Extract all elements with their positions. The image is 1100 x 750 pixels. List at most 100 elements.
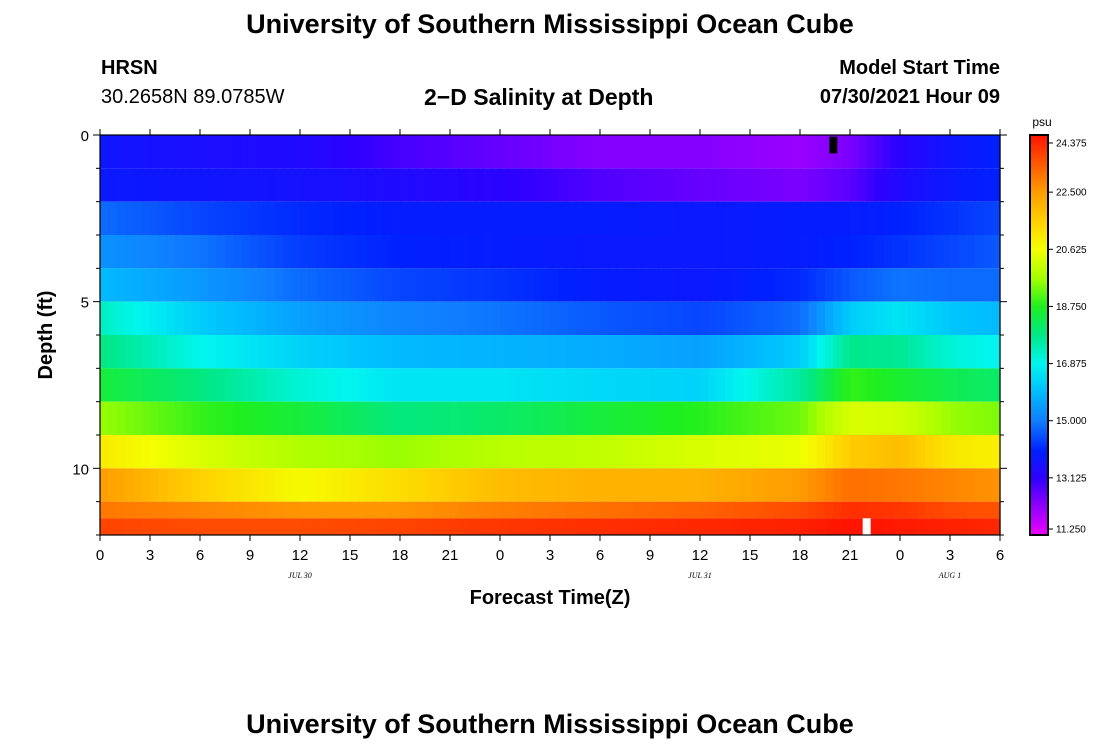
heatmap-cell xyxy=(100,335,109,369)
heatmap-cell xyxy=(266,301,276,335)
heatmap-cell xyxy=(658,435,668,469)
heatmap-cell xyxy=(200,335,209,369)
heatmap-cell xyxy=(575,201,584,235)
heatmap-cell xyxy=(291,501,301,519)
heatmap-cell xyxy=(508,201,518,235)
heatmap-cell xyxy=(500,335,509,369)
heatmap-cell xyxy=(141,468,151,502)
heatmap-cell xyxy=(241,168,251,202)
heatmap-cell xyxy=(391,335,401,369)
heatmap-cell xyxy=(550,435,559,469)
heatmap-cell xyxy=(583,401,593,435)
heatmap-cell xyxy=(908,401,918,435)
heatmap-cell xyxy=(508,468,518,502)
heatmap-cell xyxy=(983,201,993,235)
heatmap-cell xyxy=(266,435,276,469)
heatmap-cell xyxy=(775,435,784,469)
heatmap-cell xyxy=(975,135,984,169)
heatmap-cell xyxy=(308,501,318,519)
heatmap-cell xyxy=(758,401,768,435)
heatmap-cell xyxy=(750,268,759,302)
heatmap-cell xyxy=(558,135,568,169)
heatmap-cell xyxy=(341,468,351,502)
heatmap-cell xyxy=(525,135,534,169)
heatmap-cell xyxy=(325,201,334,235)
heatmap-cell xyxy=(216,401,226,435)
heatmap-cell xyxy=(416,235,426,269)
heatmap-cell xyxy=(541,301,551,335)
heatmap-cell xyxy=(800,268,809,302)
heatmap-cell xyxy=(858,501,868,519)
heatmap-cell xyxy=(975,468,984,502)
heatmap-cell xyxy=(441,135,451,169)
heatmap-cell xyxy=(350,501,359,519)
heatmap-cell xyxy=(141,135,151,169)
heatmap-cell xyxy=(983,368,993,402)
heatmap-cell xyxy=(941,201,951,235)
heatmap-cell xyxy=(158,335,168,369)
heatmap-cell xyxy=(400,435,409,469)
heatmap-cell xyxy=(775,518,784,535)
heatmap-cell xyxy=(475,135,484,169)
heatmap-cell xyxy=(875,235,884,269)
heatmap-cell xyxy=(208,135,218,169)
heatmap-cell xyxy=(266,518,276,535)
heatmap-cell xyxy=(958,168,968,202)
chart-subtitle: 2−D Salinity at Depth xyxy=(424,84,654,110)
heatmap-cell xyxy=(750,235,759,269)
heatmap-cell xyxy=(408,501,418,519)
heatmap-cell xyxy=(883,301,893,335)
heatmap-cell xyxy=(441,401,451,435)
heatmap-cell xyxy=(316,268,326,302)
heatmap-cell xyxy=(116,268,126,302)
heatmap-cell xyxy=(183,518,193,535)
heatmap-cell xyxy=(658,268,668,302)
heatmap-cell xyxy=(316,468,326,502)
heatmap-cell xyxy=(383,468,393,502)
heatmap-cell xyxy=(666,268,676,302)
heatmap-cell xyxy=(541,468,551,502)
y-tick-label: 10 xyxy=(72,461,89,478)
heatmap-cell xyxy=(425,168,434,202)
heatmap-cell xyxy=(608,468,618,502)
heatmap-cell xyxy=(758,368,768,402)
heatmap-cell xyxy=(550,401,559,435)
heatmap-cell xyxy=(791,518,801,535)
heatmap-cell xyxy=(766,201,776,235)
date-label: JUL 31 xyxy=(688,571,712,580)
heatmap-cell xyxy=(350,135,359,169)
heatmap-cell xyxy=(525,518,534,535)
heatmap-cell xyxy=(325,235,334,269)
heatmap-cell xyxy=(525,301,534,335)
heatmap-cell xyxy=(291,268,301,302)
heatmap-cell xyxy=(100,468,109,502)
heatmap-cell xyxy=(716,368,726,402)
heatmap-cell xyxy=(533,135,543,169)
heatmap-cell xyxy=(850,235,859,269)
heatmap-cell xyxy=(658,501,668,519)
heatmap-cell xyxy=(808,518,818,535)
heatmap-cell xyxy=(658,401,668,435)
heatmap-cell xyxy=(458,235,468,269)
heatmap-cell xyxy=(408,268,418,302)
heatmap-cell xyxy=(775,335,784,369)
heatmap-cell xyxy=(350,435,359,469)
heatmap-cell xyxy=(191,468,201,502)
heatmap-cell xyxy=(725,368,734,402)
heatmap-cell xyxy=(608,335,618,369)
heatmap-cell xyxy=(483,168,493,202)
heatmap-cell xyxy=(458,518,468,535)
heatmap-cell xyxy=(566,201,576,235)
colorbar-tick-label: 15.000 xyxy=(1056,416,1087,427)
heatmap-cell xyxy=(641,368,651,402)
heatmap-cell xyxy=(591,168,601,202)
heatmap-cell xyxy=(633,135,643,169)
heatmap-cell xyxy=(200,135,209,169)
x-tick-label: 6 xyxy=(596,547,604,564)
heatmap-cell xyxy=(400,468,409,502)
heatmap-cell xyxy=(391,235,401,269)
heatmap-cell xyxy=(241,435,251,469)
heatmap-cell xyxy=(516,501,526,519)
heatmap-cell xyxy=(216,435,226,469)
heatmap-cell xyxy=(558,518,568,535)
